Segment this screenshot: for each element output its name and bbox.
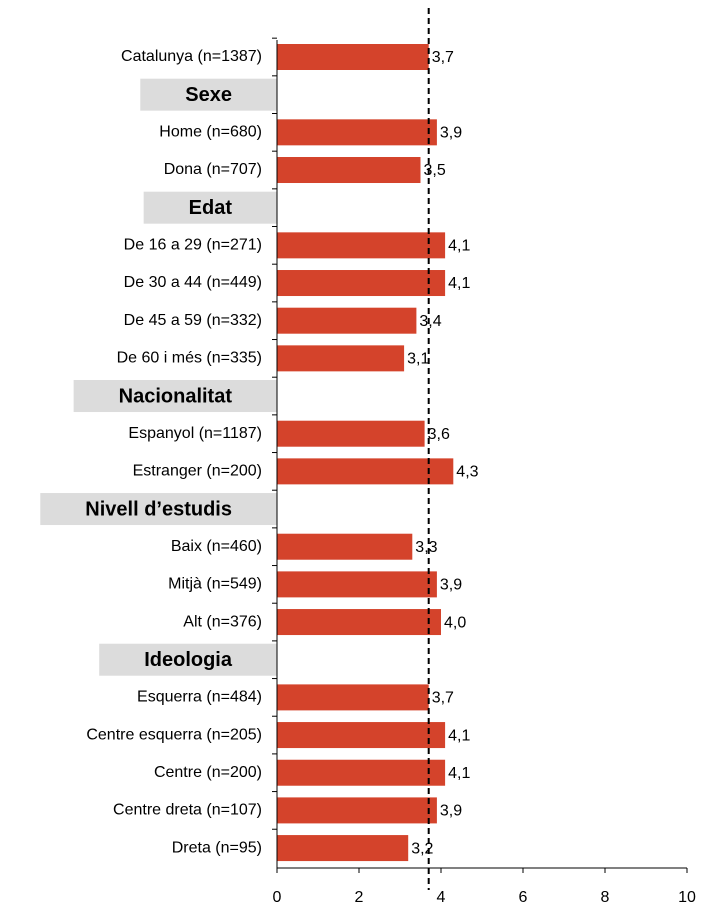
value-label: 3,4 bbox=[419, 313, 441, 330]
group-header-bg bbox=[40, 493, 277, 526]
y-tick-label: Home (n=680) bbox=[159, 124, 262, 141]
y-tick-label: De 60 i més (n=335) bbox=[117, 350, 262, 367]
y-tick-label: Catalunya (n=1387) bbox=[121, 48, 262, 65]
bar bbox=[277, 722, 446, 749]
group-header: Edat bbox=[189, 197, 233, 219]
bar bbox=[277, 684, 429, 711]
group-header-bg bbox=[143, 191, 277, 224]
y-tick-label: Dona (n=707) bbox=[164, 161, 262, 178]
bar bbox=[277, 44, 429, 70]
y-tick-label: Centre esquerra (n=205) bbox=[86, 726, 262, 743]
value-label: 4,1 bbox=[448, 238, 470, 255]
group-header: Sexe bbox=[185, 84, 232, 106]
y-tick-label: Centre (n=200) bbox=[154, 764, 262, 781]
value-label: 3,2 bbox=[411, 840, 433, 857]
value-label: 3,1 bbox=[407, 351, 429, 368]
x-tick-label: 10 bbox=[678, 889, 696, 906]
y-tick-label: Estranger (n=200) bbox=[133, 463, 262, 480]
group-header-bg bbox=[99, 643, 277, 676]
value-label: 3,9 bbox=[440, 125, 462, 142]
y-tick-label: Esquerra (n=484) bbox=[137, 689, 262, 706]
y-tick-label: De 16 a 29 (n=271) bbox=[124, 237, 262, 254]
group-header: Nivell d’estudis bbox=[85, 498, 232, 520]
value-label: 4,3 bbox=[456, 464, 478, 481]
bar bbox=[277, 307, 417, 334]
y-tick-label: De 30 a 44 (n=449) bbox=[124, 274, 262, 291]
bar bbox=[277, 270, 446, 297]
value-label: 3,7 bbox=[432, 690, 454, 707]
value-label: 3,6 bbox=[428, 426, 450, 443]
value-label: 3,5 bbox=[424, 162, 446, 179]
value-label: 3,9 bbox=[440, 577, 462, 594]
x-tick-label: 4 bbox=[437, 889, 446, 906]
value-label: 4,1 bbox=[448, 275, 470, 292]
y-tick-label: Mitjà (n=549) bbox=[168, 576, 262, 593]
bar bbox=[277, 232, 446, 259]
bar bbox=[277, 571, 437, 598]
group-header-bg bbox=[73, 380, 277, 413]
group-header: Nacionalitat bbox=[119, 385, 233, 407]
value-label: 4,1 bbox=[448, 727, 470, 744]
x-tick-label: 2 bbox=[355, 889, 364, 906]
x-tick-label: 6 bbox=[519, 889, 528, 906]
y-tick-label: Dreta (n=95) bbox=[172, 839, 262, 856]
group-header-bg bbox=[140, 78, 277, 111]
y-tick-label: Centre dreta (n=107) bbox=[113, 802, 262, 819]
group-header: Ideologia bbox=[144, 649, 233, 671]
y-tick-label: De 45 a 59 (n=332) bbox=[124, 312, 262, 329]
bar bbox=[277, 609, 441, 636]
y-tick-label: Baix (n=460) bbox=[171, 538, 262, 555]
bar bbox=[277, 835, 409, 862]
bar bbox=[277, 797, 437, 824]
value-label: 3,3 bbox=[415, 539, 437, 556]
x-tick-label: 8 bbox=[601, 889, 610, 906]
x-tick-label: 0 bbox=[273, 889, 282, 906]
bar bbox=[277, 420, 425, 447]
value-label: 3,7 bbox=[432, 49, 454, 66]
bar bbox=[277, 157, 421, 184]
bar bbox=[277, 119, 437, 146]
bar bbox=[277, 345, 405, 372]
y-tick-label: Espanyol (n=1187) bbox=[128, 425, 262, 442]
bar bbox=[277, 759, 446, 786]
value-label: 4,1 bbox=[448, 765, 470, 782]
value-label: 3,9 bbox=[440, 803, 462, 820]
value-label: 4,0 bbox=[444, 614, 466, 631]
y-tick-label: Alt (n=376) bbox=[183, 613, 262, 630]
bar bbox=[277, 458, 454, 485]
bar bbox=[277, 533, 413, 560]
